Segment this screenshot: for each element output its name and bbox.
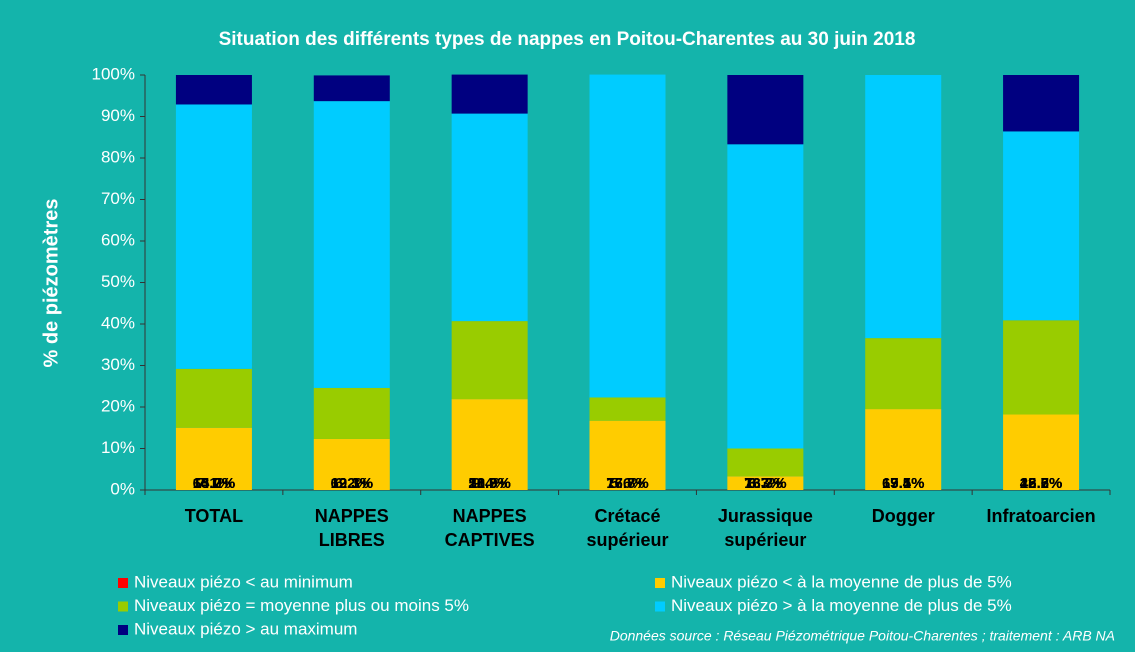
bar-segment [313,438,390,490]
data-label: 77.8% [606,475,649,492]
data-label: 73.3% [744,475,787,492]
x-tick-label: Dogger [872,506,935,526]
x-tick-label: NAPPES LIBRES [315,506,389,550]
y-tick-label: 10% [101,438,135,457]
data-label: 63.7% [193,475,236,492]
bar-segment [865,338,942,410]
bar-segment [727,144,804,449]
data-label: 16.7% [606,475,649,492]
x-tick-label-line: CAPTIVES [445,530,535,550]
x-tick-label-line: Crétacé [594,506,660,526]
bar-segment [865,409,942,490]
data-label: 17.1% [882,475,925,492]
legend-label: Niveaux piézo > au maximum [134,619,357,638]
bar-segment [727,75,804,145]
x-tick-label: Crétacé supérieur [586,506,668,550]
legend-label: Niveaux piézo > à la moyenne de plus de … [671,596,1012,615]
bar-segment [451,399,528,490]
data-label: 22.7% [1020,475,1063,492]
y-tick-label: 100% [92,64,135,83]
bar-segment [313,75,390,102]
legend-label: Niveaux piézo < à la moyenne de plus de … [671,572,1012,591]
x-tick-label-line: NAPPES [315,506,389,526]
data-label: 6.2% [335,475,369,492]
data-label: 45.5% [1020,475,1063,492]
data-label: 21.9% [468,475,511,492]
legend-swatch [655,578,665,588]
legend-swatch [118,625,128,635]
data-label: 18.8% [468,475,511,492]
legend-swatch [118,578,128,588]
bar-segment [313,387,390,439]
data-label: 13.6% [1020,475,1063,492]
x-tick-label-line: supérieur [724,530,806,550]
bar-segment [175,75,252,105]
y-tick-label: 0% [110,479,135,498]
bar-segment [1003,414,1080,490]
data-label: 14.2% [193,475,236,492]
x-tick-label: Infratoarcien [987,506,1096,526]
x-tick-label-line: supérieur [586,530,668,550]
bar-segment [451,74,528,114]
x-tick-label: TOTAL [185,506,243,526]
y-tick-label: 80% [101,147,135,166]
bar-segment [175,368,252,428]
data-label: 18.2% [1020,475,1063,492]
legend-label: Niveaux piézo < au minimum [134,572,353,591]
y-axis-label: % de piézomètres [40,199,62,368]
bar-segment [589,74,666,398]
y-tick-label: 30% [101,355,135,374]
bar-segment [727,448,804,477]
legend-swatch [655,601,665,612]
legend-label: Niveaux piézo = moyenne plus ou moins 5% [134,596,469,615]
x-tick-label-line: Jurassique [718,506,813,526]
data-label: 50.0% [468,475,511,492]
bar-segment [451,113,528,322]
x-tick-label-line: LIBRES [319,530,385,550]
y-tick-label: 50% [101,272,135,291]
data-label: 12.3% [331,475,374,492]
bar-segment [175,104,252,369]
x-tick-label-line: Dogger [872,506,935,526]
legend-swatch [118,601,128,612]
data-label: 12.3% [331,475,374,492]
y-tick-label: 20% [101,396,135,415]
data-label: 9.4% [473,475,507,492]
y-tick-label: 60% [101,230,135,249]
bar-segment [589,397,666,421]
bar-segment [175,427,252,490]
bar-segment [1003,320,1080,415]
bar-segment [589,420,666,490]
bar-segment [865,75,942,339]
x-tick-label: NAPPES CAPTIVES [445,506,535,550]
y-tick-label: 40% [101,313,135,332]
data-label: 7.1% [197,475,231,492]
bar-segment [451,321,528,400]
data-label: 63.4% [882,475,925,492]
x-tick-label-line: TOTAL [185,506,243,526]
data-label: 5.6% [610,475,644,492]
source-note: Données source : Réseau Piézométrique Po… [610,628,1115,644]
bar-segment [1003,131,1080,321]
x-tick-label-line: NAPPES [453,506,527,526]
y-tick-label: 70% [101,189,135,208]
bar-segment [727,476,804,490]
y-tick-label: 90% [101,106,135,125]
bar-segment [313,101,390,388]
data-label: 3.3% [748,475,782,492]
data-label: 6.7% [748,475,782,492]
x-tick-label: Jurassique supérieur [718,506,813,550]
x-tick-label-line: Infratoarcien [987,506,1096,526]
bar-segment [1003,75,1080,132]
data-label: 69.1% [331,475,374,492]
chart-title: Situation des différents types de nappes… [219,29,916,50]
data-label: 19.5% [882,475,925,492]
data-label: 15.0% [193,475,236,492]
data-label: 16.7% [744,475,787,492]
